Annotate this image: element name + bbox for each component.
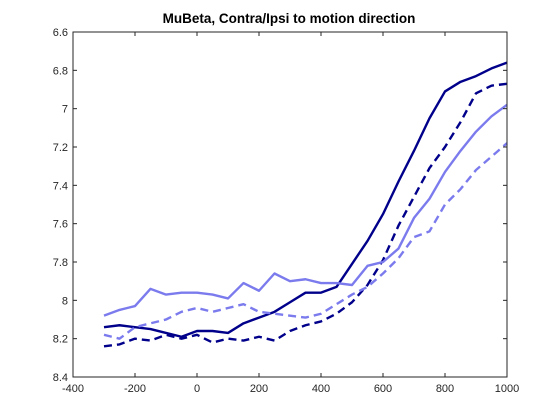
series-layer (103, 61, 508, 348)
series-line-3 (103, 103, 508, 317)
plot-frame (72, 31, 508, 378)
series-line-2 (103, 82, 508, 348)
x-tick-label: -400 (62, 383, 84, 395)
y-tick-label: 8 (62, 295, 68, 307)
y-tick-label: 7 (62, 104, 68, 116)
y-tick-label: 6.8 (53, 65, 68, 77)
y-tick-label: 7.4 (53, 180, 68, 192)
x-tick-label: 1000 (495, 383, 519, 395)
x-tick-label: -200 (124, 383, 146, 395)
y-tick-label: 7.6 (53, 219, 68, 231)
x-tick-label: 800 (436, 383, 454, 395)
x-tick-label: 200 (250, 383, 268, 395)
y-tick-label: 6.6 (53, 27, 68, 39)
series-line-1 (103, 61, 508, 338)
chart-title: MuBeta, Contra/Ipsi to motion direction (163, 11, 416, 26)
y-tick-label: 7.8 (53, 257, 68, 269)
x-tick-label: 0 (194, 383, 200, 395)
y-tick-label: 7.2 (53, 142, 68, 154)
x-tick-label: 400 (312, 383, 330, 395)
y-tick-label: 8.2 (53, 334, 68, 346)
axes-layer: -400 -200 0 200 400 600 800 1000 6.6 6.8 7 7.2 7.4 7.… (53, 27, 520, 395)
series-line-4 (103, 142, 508, 340)
y-tick-label: 8.4 (53, 372, 68, 384)
x-tick-label: 600 (374, 383, 392, 395)
